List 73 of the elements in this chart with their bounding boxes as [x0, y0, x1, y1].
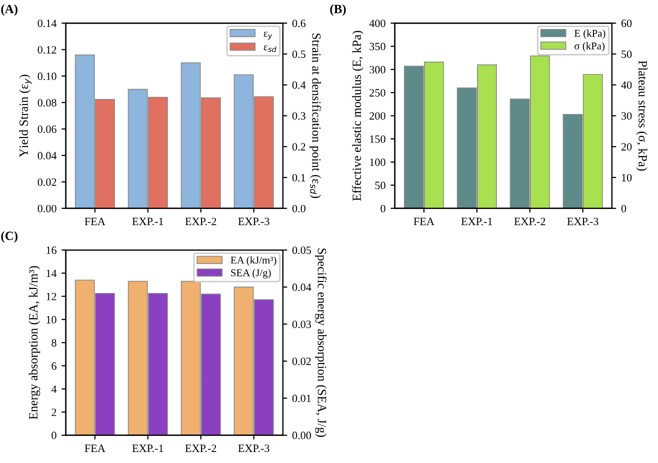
y-tick-label: 100: [370, 158, 386, 166]
y2-tick-label: 0.05: [292, 246, 311, 254]
y2-axis-title: Strain at densification point (ε$_{sd}$): [310, 34, 322, 198]
x-tick-label: EXP.-3: [567, 218, 598, 226]
x-tick-label: EXP.-3: [238, 444, 270, 452]
y-tick-label: 0.06: [38, 125, 56, 133]
x-tick-label: EXP.-1: [461, 218, 492, 226]
y-tick-label: 12: [46, 292, 56, 300]
x-tick-label: FEA: [414, 218, 434, 226]
y-tick-label: 0.08: [38, 98, 56, 107]
y2-tick-label: 10: [622, 174, 632, 182]
x-tick-label: FEA: [84, 218, 106, 226]
y2-axis-title: Specific energy absorption (SEA, J/g): [315, 248, 327, 437]
y-tick-label: 16: [46, 246, 56, 254]
y-tick-label: 0.10: [38, 72, 56, 80]
y2-tick-label: 0.00: [292, 432, 311, 440]
legend-label: ε$_{sd}$: [264, 45, 276, 52]
x-tick-label: EXP.-2: [514, 218, 546, 226]
y-tick-label: 2: [52, 408, 56, 416]
y2-tick-label: 0.5: [292, 50, 306, 58]
y-tick-label: 150: [370, 135, 386, 143]
legend-label: σ (kPa): [574, 42, 604, 52]
y2-tick-label: 50: [622, 50, 632, 58]
y-tick-label: 6: [52, 362, 56, 370]
y2-tick-label: 0.04: [292, 284, 312, 292]
y2-tick-label: 0.01: [292, 394, 311, 402]
y2-tick-label: 30: [622, 112, 632, 120]
y-tick-label: 50: [375, 182, 386, 190]
y2-tick-label: 0.4: [292, 81, 306, 89]
y2-tick-label: 0.1: [292, 174, 306, 182]
y-tick-label: 14: [46, 270, 57, 278]
y2-tick-label: 0.0: [292, 204, 306, 212]
y-tick-label: 8: [52, 339, 56, 347]
chart-title: (A): [1, 4, 18, 16]
y-tick-label: 0: [52, 432, 56, 440]
legend-label: SEA (J/g): [231, 268, 271, 278]
chart-title: (C): [1, 231, 18, 243]
y-tick-label: 0.00: [38, 204, 56, 212]
y-tick-label: 4: [51, 385, 57, 393]
x-tick-label: EXP.-3: [238, 218, 270, 226]
y2-tick-label: 0.03: [292, 320, 311, 328]
y-tick-label: 350: [370, 42, 386, 50]
x-tick-label: EXP.-2: [185, 218, 216, 226]
y2-tick-label: 0.02: [292, 358, 311, 366]
y2-tick-label: 0: [621, 204, 626, 212]
chart-title: (B): [330, 4, 346, 16]
y-tick-label: 0.04: [38, 152, 57, 160]
y2-axis-title: Plateau stress (σ, kPa): [636, 60, 648, 171]
y-tick-label: 0.12: [38, 46, 56, 54]
y2-tick-label: 0.3: [292, 112, 306, 120]
y-tick-label: 0.14: [38, 20, 57, 28]
y-tick-label: 10: [46, 316, 56, 324]
y2-tick-label: 20: [621, 143, 632, 151]
x-tick-label: EXP.-1: [132, 444, 164, 452]
x-tick-label: FEA: [84, 444, 106, 452]
y-tick-label: 0.02: [38, 178, 56, 186]
y2-tick-label: 0.6: [292, 20, 306, 28]
legend-label: E (kPa): [574, 29, 606, 39]
y-axis-title: Energy absorption (EA, kJ/m³): [28, 266, 40, 420]
legend-label: ε$_{y}$: [264, 32, 272, 40]
y2-tick-label: 40: [621, 81, 632, 89]
y2-tick-label: 60: [621, 20, 632, 28]
x-tick-label: EXP.-1: [132, 218, 164, 226]
y-tick-label: 200: [370, 112, 386, 120]
y-tick-label: 0: [380, 204, 386, 212]
y2-tick-label: 0.2: [292, 143, 306, 151]
y-tick-label: 250: [370, 89, 386, 97]
y-axis-title: Yield Strain (ε$_{y}$): [19, 74, 32, 158]
y-axis-title: Effective elastic modulus (E, kPa): [352, 30, 364, 201]
legend-label: EA (kJ/m³): [230, 256, 276, 266]
y-tick-label: 400: [369, 20, 386, 28]
x-tick-label: EXP.-2: [185, 444, 216, 452]
y-tick-label: 300: [370, 66, 386, 74]
